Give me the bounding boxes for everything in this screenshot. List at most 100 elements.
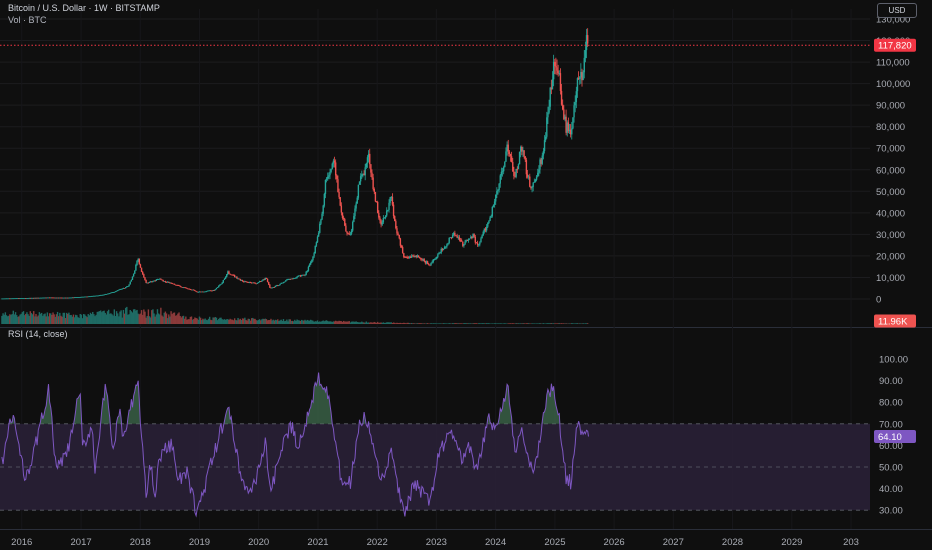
volume-bar [515,323,517,324]
candle-body [450,237,453,239]
volume-bar [97,311,100,324]
candle-body [348,233,350,235]
rsi-tick-label: 70.00 [879,419,903,430]
candle-body [75,297,77,299]
time-tick-label: 2024 [485,537,506,548]
candle-body [80,296,83,298]
volume-bar [488,323,490,324]
candle-body [187,288,189,290]
volume-bar [162,316,164,324]
candle-body [458,237,461,240]
candle-body [44,297,46,299]
volume-bar [269,320,271,324]
candle-body [420,258,422,260]
volume-bar [449,323,452,324]
volume-bar [171,314,173,324]
volume-bar [135,310,137,324]
volume-bar [323,321,326,324]
volume-bar [17,316,19,324]
volume-bar [485,323,488,324]
volume-bar [12,310,14,324]
candle-body [413,255,415,257]
volume-bar [399,322,402,324]
candle-body [123,288,126,289]
candle-body [152,281,154,282]
volume-legend: Vol · BTC [8,15,47,25]
candle-body [448,237,450,244]
volume-bar [371,322,373,324]
volume-bar [90,314,93,324]
volume-bar [123,313,126,324]
candle-body [569,129,572,135]
candle-body [316,236,319,243]
candle-body [531,186,533,189]
volume-bar [464,323,466,324]
volume-bar [353,321,355,324]
candle-body [559,73,562,91]
candle-body [342,218,345,220]
volume-bar [279,320,281,324]
volume-bar [78,317,80,324]
candle-body [510,156,513,162]
candle-body [82,296,85,298]
candle-body [59,297,61,299]
candle-body [533,181,536,183]
candle-body [323,193,326,206]
volume-bar [101,312,103,324]
candle-body [490,216,492,218]
candle-body [483,228,486,232]
candle-body [306,270,308,272]
candle-body [564,116,566,120]
volume-bar [436,323,438,324]
volume-bar [193,319,195,324]
candle-body [43,297,45,299]
candle-body [308,264,311,267]
candle-body [129,281,131,285]
volume-bar [306,319,308,324]
candle-body [206,290,209,292]
candle-body [567,122,570,132]
candle-body [77,297,79,298]
candle-body [487,223,489,227]
candle-body [530,186,532,189]
volume-bar [132,309,135,324]
volume-bar [196,318,198,324]
candle-body [541,155,543,164]
candle-body [28,297,30,299]
candle-body [48,297,51,299]
candle-body [350,230,353,234]
candle-body [467,239,470,241]
volume-bar [328,321,330,324]
volume-bar [45,316,47,324]
candle-body [76,297,78,298]
candle-body [473,234,475,237]
candle-body [481,235,483,239]
currency-selector[interactable]: USD [877,3,917,18]
volume-bar [367,322,370,324]
volume-bar [313,321,315,324]
candle-body [382,217,385,223]
volume-bar [142,314,144,324]
volume-bar [94,316,96,324]
volume-bar [348,321,350,324]
volume-bar [409,323,412,324]
volume-bar [77,317,79,324]
volume-bar [189,316,192,324]
candle-body [195,290,197,292]
candle-body [523,150,525,157]
volume-bar [325,320,328,324]
volume-bar [303,320,305,324]
candle-body [39,297,42,299]
volume-bar [434,323,437,324]
volume-bar [584,323,587,324]
candle-body [516,168,518,170]
volume-bar [263,319,265,324]
volume-bar [220,317,222,324]
volume-bar [29,311,32,324]
volume-bar [291,320,294,324]
volume-bar [324,320,327,324]
candle-body [550,87,553,90]
volume-bar [122,309,125,324]
time-tick-label: 2018 [130,537,151,548]
